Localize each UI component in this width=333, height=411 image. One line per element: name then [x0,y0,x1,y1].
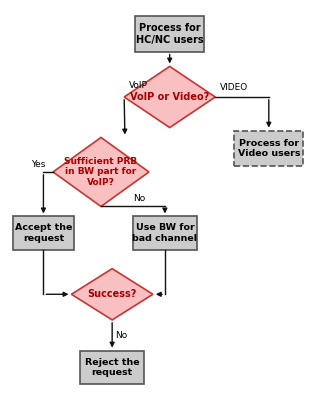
Text: VoIP or Video?: VoIP or Video? [130,92,209,102]
FancyBboxPatch shape [13,216,74,250]
Text: Process for
Video users: Process for Video users [237,139,300,158]
FancyBboxPatch shape [135,16,204,52]
FancyBboxPatch shape [80,351,144,384]
FancyBboxPatch shape [133,216,197,250]
Text: VoIP: VoIP [129,81,148,90]
FancyBboxPatch shape [234,131,303,166]
Text: Accept the
request: Accept the request [15,224,72,243]
Text: No: No [116,331,128,340]
Text: Yes: Yes [31,159,45,169]
Text: Sufficient PRB
in BW part for
VoIP?: Sufficient PRB in BW part for VoIP? [64,157,138,187]
Polygon shape [53,137,149,206]
Text: Process for
HC/NC users: Process for HC/NC users [136,23,203,45]
Text: VIDEO: VIDEO [220,83,248,92]
Text: Use BW for
bad channel: Use BW for bad channel [133,224,197,243]
Text: No: No [133,194,146,203]
Polygon shape [124,67,215,127]
Polygon shape [71,269,153,320]
Text: Success?: Success? [88,289,137,299]
Text: Reject the
request: Reject the request [85,358,140,377]
